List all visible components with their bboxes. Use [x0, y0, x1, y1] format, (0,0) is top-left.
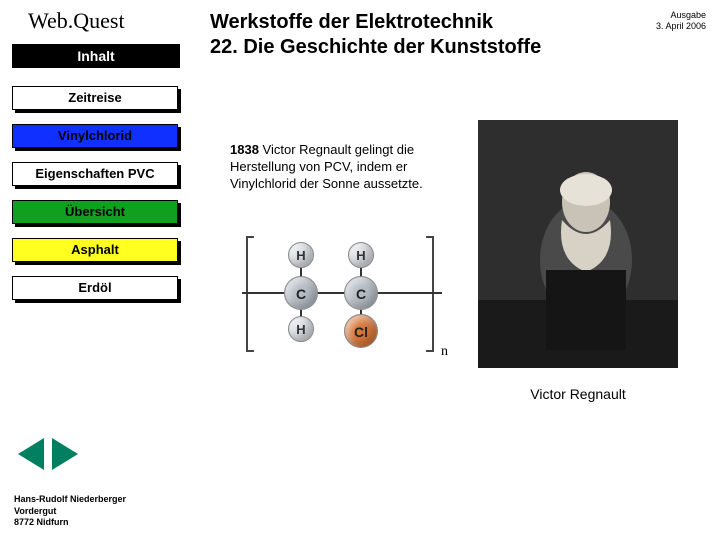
sidebar-heading: Inhalt: [12, 44, 180, 68]
atom-c: C: [284, 276, 318, 310]
author-name: Hans-Rudolf Niederberger: [14, 494, 126, 505]
author-block: Hans-Rudolf Niederberger Vordergut 8772 …: [14, 494, 126, 528]
author-addr2: 8772 Nidfurn: [14, 517, 126, 528]
author-addr1: Vordergut: [14, 506, 126, 517]
sidebar-item-label: Zeitreise: [12, 86, 178, 110]
sidebar-item[interactable]: Asphalt: [12, 238, 180, 264]
atom-c: C: [344, 276, 378, 310]
edition-stamp: Ausgabe 3. April 2006: [656, 10, 706, 32]
bond: [242, 292, 442, 294]
page-title-line2: 22. Die Geschichte der Kunststoffe: [210, 35, 541, 60]
sidebar-item[interactable]: Vinylchlorid: [12, 124, 180, 150]
sidebar-item-label: Eigenschaften PVC: [12, 162, 178, 186]
sidebar-item-label: Übersicht: [12, 200, 178, 224]
page-title: Werkstoffe der Elektrotechnik 22. Die Ge…: [210, 10, 541, 60]
portrait-placeholder-icon: [478, 120, 678, 368]
prev-arrow-icon[interactable]: [18, 438, 44, 470]
portrait-caption: Victor Regnault: [478, 386, 678, 402]
molecule-diagram: H H H C C Cl n: [242, 230, 452, 360]
sidebar-item[interactable]: Eigenschaften PVC: [12, 162, 180, 188]
subscript-n: n: [441, 344, 448, 360]
nav-arrows: [18, 438, 78, 475]
body-text: 1838 Victor Regnault gelingt die Herstel…: [230, 142, 460, 193]
bracket-right-icon: [426, 236, 434, 352]
edition-date: 3. April 2006: [656, 21, 706, 32]
bracket-left-icon: [246, 236, 254, 352]
atom-cl: Cl: [344, 314, 378, 348]
atom-h: H: [288, 242, 314, 268]
edition-label: Ausgabe: [656, 10, 706, 21]
next-arrow-icon[interactable]: [52, 438, 78, 470]
atom-h: H: [288, 316, 314, 342]
sidebar-item-label: Erdöl: [12, 276, 178, 300]
sidebar-item-label: Asphalt: [12, 238, 178, 262]
body-paragraph: Victor Regnault gelingt die Herstellung …: [230, 142, 423, 191]
sidebar-item-label: Vinylchlorid: [12, 124, 178, 148]
sidebar-item[interactable]: Übersicht: [12, 200, 180, 226]
sidebar-item[interactable]: Erdöl: [12, 276, 180, 302]
page-title-line1: Werkstoffe der Elektrotechnik: [210, 10, 541, 35]
body-year: 1838: [230, 142, 259, 157]
site-title: Web.Quest: [28, 8, 125, 34]
portrait-image: [478, 120, 678, 368]
sidebar-item[interactable]: Zeitreise: [12, 86, 180, 112]
sidebar: Inhalt Zeitreise Vinylchlorid Eigenschafte…: [12, 44, 180, 314]
atom-h: H: [348, 242, 374, 268]
